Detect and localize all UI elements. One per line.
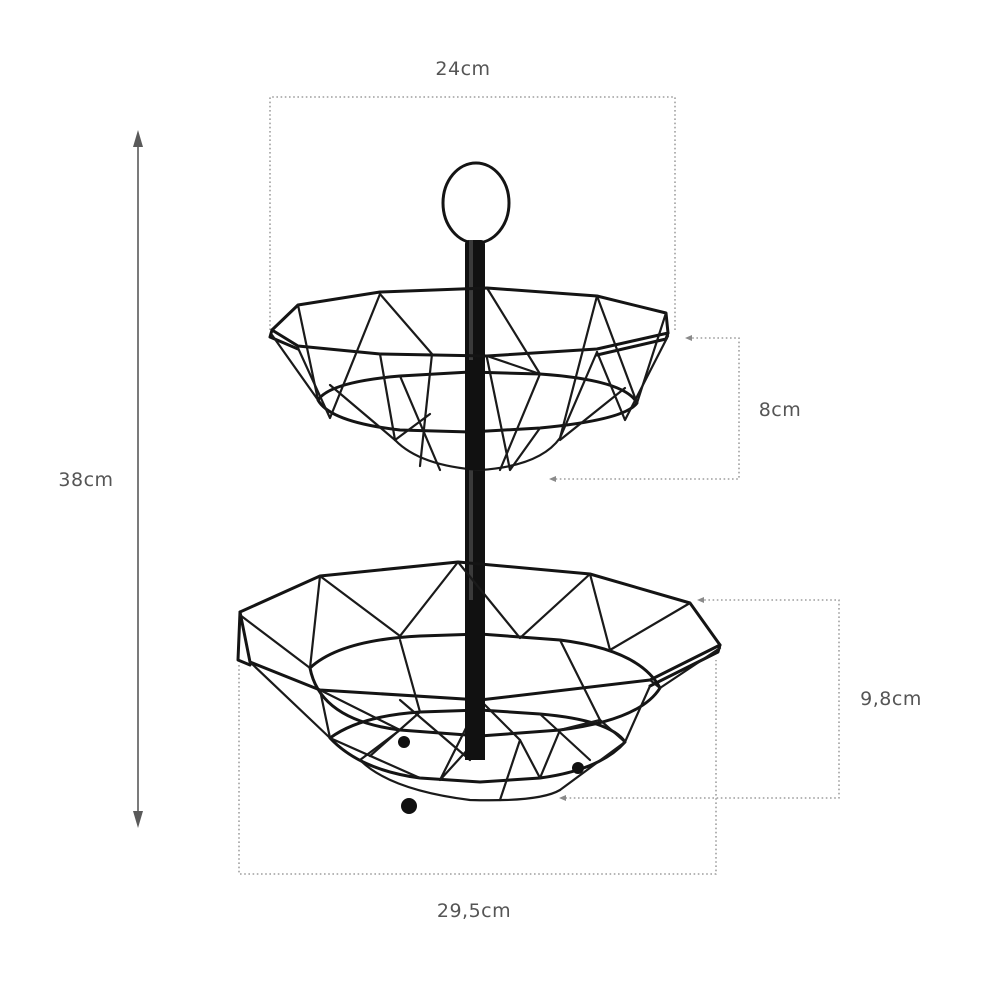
top-basket [268,286,670,472]
fruit-basket-stand-illustration [236,161,722,814]
handle-ring [441,161,511,245]
top-depth-guide [549,335,740,482]
foot [572,762,584,774]
bottom-depth-guide [559,597,840,801]
foot [401,798,417,814]
top-depth-label: 8cm [759,399,802,421]
bottom-depth-label: 9,8cm [860,688,922,710]
total-height-arrow [133,130,143,828]
total-height-label: 38cm [58,469,113,491]
top-width-label: 24cm [435,58,490,80]
foot [398,736,410,748]
bottom-width-label: 29,5cm [437,900,511,922]
bottom-basket [236,560,722,814]
